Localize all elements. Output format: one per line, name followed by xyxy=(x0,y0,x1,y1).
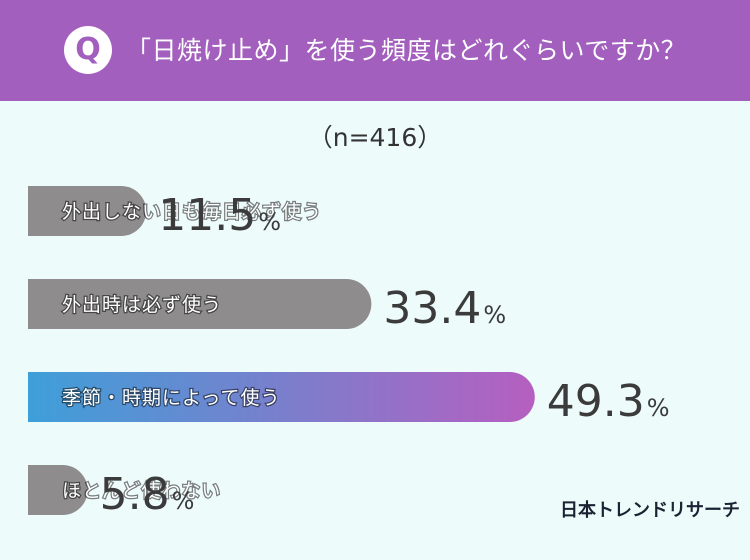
bar xyxy=(28,372,535,422)
bar-value-label: 33.4% xyxy=(383,283,506,334)
bar-value-label: 49.3% xyxy=(547,376,670,427)
brand-logo-text: 日本トレンドリサーチ xyxy=(560,500,740,521)
bar-category-label: 季節・時期によって使う xyxy=(62,387,280,409)
bar xyxy=(28,465,88,515)
bar xyxy=(28,186,147,236)
question-title: 「日焼け止め」を使う頻度はどれぐらいですか？ xyxy=(126,36,687,65)
question-header: Q 「日焼け止め」を使う頻度はどれぐらいですか？ xyxy=(0,0,750,101)
bar xyxy=(28,279,372,329)
sample-size-label: （n=416） xyxy=(307,123,443,152)
bar-value-label: 11.5% xyxy=(158,190,281,241)
bar-category-label: ほとんど使わない xyxy=(62,480,221,502)
bar-group: 外出時は必ず使う 33.4% xyxy=(28,279,506,334)
bar-group: 季節・時期によって使う 49.3% xyxy=(28,372,670,427)
bar-value-label: 5.8% xyxy=(100,469,195,520)
question-q-badge: Q xyxy=(64,26,112,74)
bar-category-label: 外出しない日も毎日必ず使う xyxy=(62,201,322,223)
bar-category-label: 外出時は必ず使う xyxy=(62,294,222,316)
